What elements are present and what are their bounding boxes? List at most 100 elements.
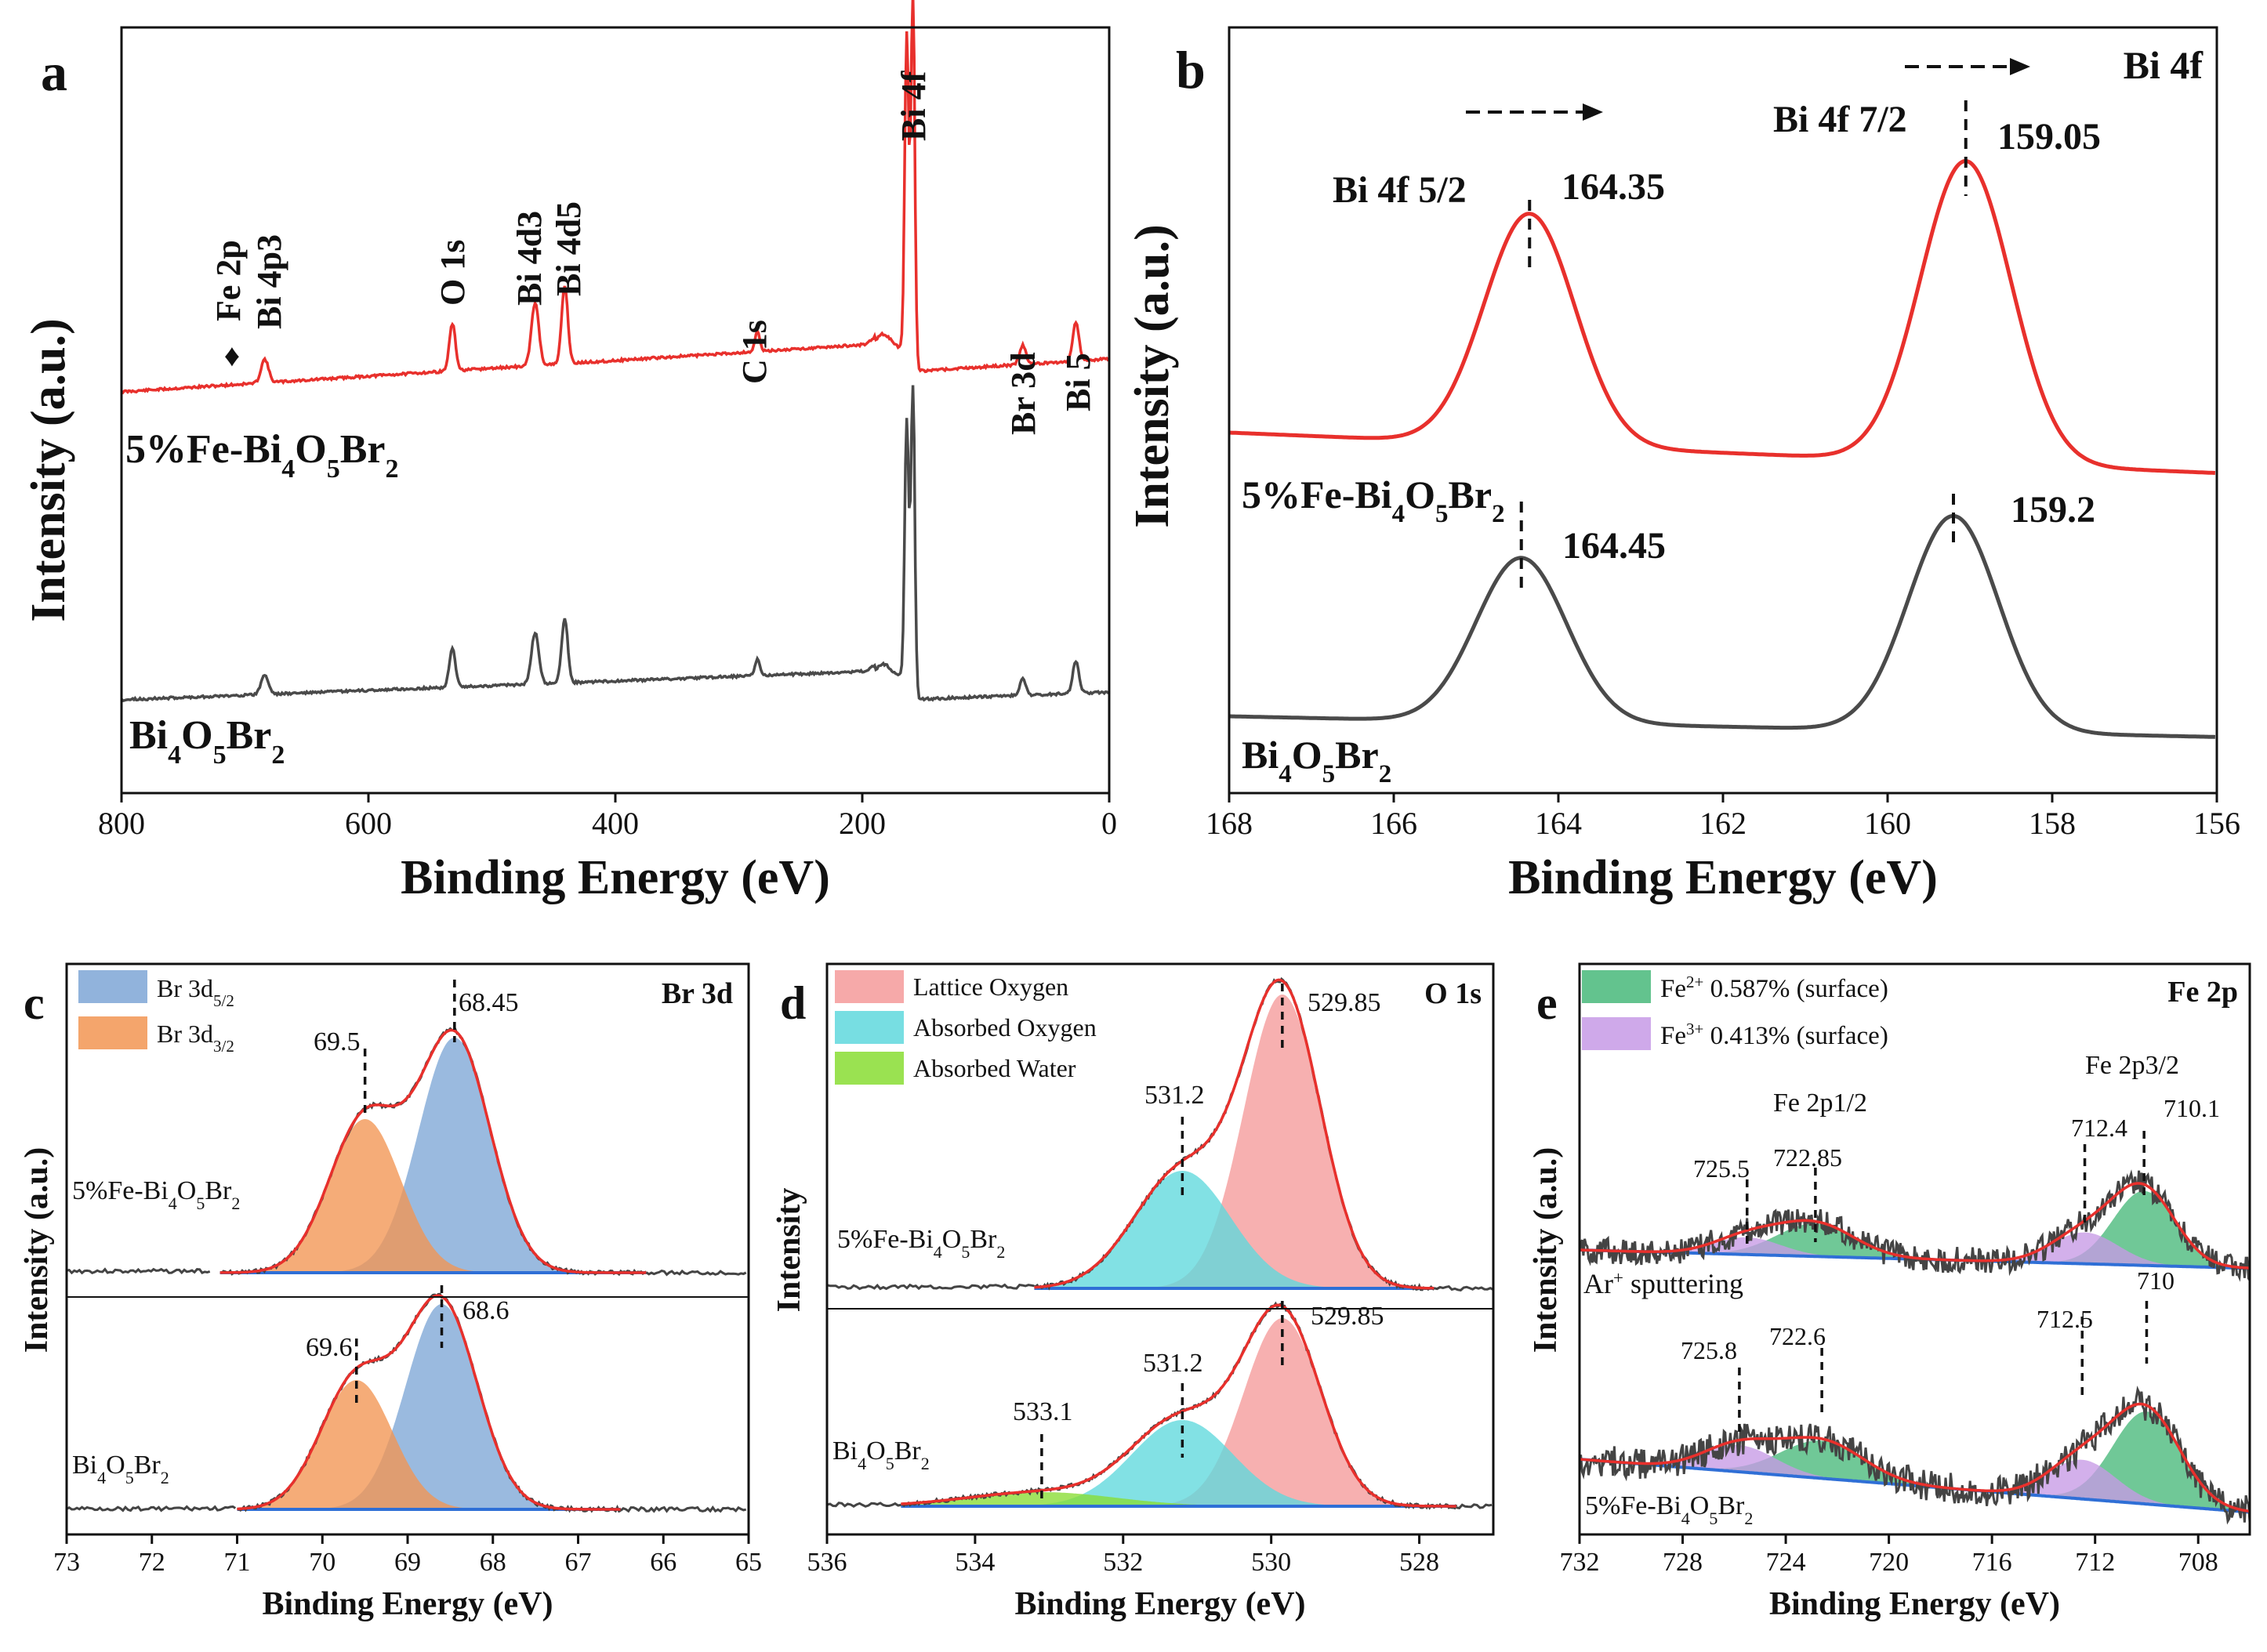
- panel-e-label-sputter: Ar+ sputtering: [1583, 1268, 1743, 1300]
- panel-e-xtick-label: 712: [2075, 1548, 2115, 1577]
- panel-a-peak-label: Bi 4p3: [250, 234, 288, 329]
- panel-c-top-raw-tail: [66, 1267, 211, 1275]
- panel-e-top-component: [1580, 1232, 2250, 1269]
- panel-c-label-pure: Bi4O5Br2: [72, 1451, 169, 1487]
- panel-d-legend-label: Absorbed Water: [913, 1054, 1076, 1082]
- panel-d-xtick-label: 532: [1103, 1548, 1143, 1577]
- panel-e-xtick-label: 720: [1869, 1548, 1909, 1577]
- panel-e-top-component: [1580, 1237, 2250, 1269]
- panel-a-frame: [120, 26, 1111, 795]
- panel-e-ylabel: Intensity (a.u.): [1528, 1147, 1564, 1353]
- panel-a-letter: a: [41, 42, 67, 102]
- panel-e-bot-baseline: [1579, 1458, 2251, 1514]
- panel-b-value: 159.2: [2011, 489, 2095, 531]
- panel-e-label-fe: 5%Fe-Bi4O5Br2: [1585, 1491, 1753, 1528]
- panel-d-value: 531.2: [1144, 1081, 1205, 1110]
- panel-b-value: 159.05: [1997, 116, 2101, 158]
- panel-e-frame: [1578, 962, 2251, 1536]
- panel-c-top-component: [219, 1119, 647, 1273]
- panel-d-bot-envelope: [901, 1303, 1456, 1508]
- panel-c-letter: c: [24, 977, 45, 1029]
- panel-e-xtick-label: 708: [2178, 1548, 2218, 1577]
- panel-c-xtick-label: 70: [309, 1548, 336, 1577]
- panel-b-xtick-label: 156: [2193, 806, 2240, 841]
- panel-c-value: 69.5: [314, 1027, 361, 1056]
- panel-d-legend-label: Absorbed Oxygen: [913, 1013, 1097, 1042]
- panel-a-ylabel: Intensity (a.u.): [22, 318, 75, 622]
- panel-c-legend-swatch: [78, 970, 147, 1003]
- panel-e-bot-component: [1580, 1444, 2250, 1513]
- text-layer: 800 600 400 200 0 Binding Energy (eV) Intensit…: [19, 40, 2240, 1622]
- panel-c-bot-component: [237, 1304, 621, 1509]
- panel-d-frame: [825, 962, 1495, 1536]
- panel-b-value: 164.45: [1562, 525, 1666, 567]
- panel-a-marker: ♦: [224, 338, 240, 373]
- panel-a-peak-label: Fe 2p: [209, 240, 248, 321]
- panel-e-legend-swatch: [1582, 1017, 1651, 1050]
- panel-b-series-fe: [1228, 158, 2216, 475]
- panel-c-xtick-label: 65: [735, 1548, 762, 1577]
- panel-d-xtick-label: 528: [1399, 1548, 1439, 1577]
- panel-e-value: 712.4: [2071, 1114, 2127, 1142]
- panel-e-value: 722.85: [1773, 1143, 1842, 1172]
- panel-c-xtick-label: 71: [224, 1548, 251, 1577]
- panel-e-value: 725.5: [1693, 1154, 1750, 1183]
- panel-b-xtick-label: 162: [1699, 806, 1746, 841]
- panel-d-bot2-raw-tail: [1456, 1503, 1493, 1510]
- panel-d-top-envelope: [1034, 978, 1435, 1290]
- panel-b-xlabel: Binding Energy (eV): [1508, 851, 1938, 904]
- panel-e-peak-name: Fe 2p3/2: [2085, 1051, 2179, 1080]
- panel-a-xtick-label: 200: [839, 806, 886, 841]
- panel-a-label-pure: Bi4O5Br2: [129, 713, 285, 770]
- panel-c-xtick-label: 66: [650, 1548, 676, 1577]
- panel-d-bot-component: [901, 1318, 1456, 1506]
- panel-c-top2-raw-tail: [645, 1269, 747, 1277]
- panel-b-peak-name: Bi 4f 7/2: [1773, 99, 1907, 140]
- panel-b-label-pure: Bi4O5Br2: [1242, 733, 1391, 788]
- panel-d-bot-raw-tail: [826, 1502, 901, 1508]
- panel-c-xtick-label: 68: [480, 1548, 506, 1577]
- panel-e-value: 725.8: [1681, 1336, 1737, 1364]
- panel-c-value: 68.45: [459, 988, 519, 1017]
- panel-b-xtick-label: 166: [1370, 806, 1417, 841]
- panel-d-letter: d: [780, 977, 806, 1029]
- panel-d-top2-raw-tail: [1434, 1284, 1494, 1292]
- panel-c-legend-label: Br 3d3/2: [157, 1020, 234, 1056]
- panel-d-value: 529.85: [1308, 988, 1381, 1017]
- panel-a-peak-label: Br 3d: [1004, 352, 1043, 435]
- panel-e-bot-raw: [1578, 1386, 2251, 1525]
- panel-c-bot-raw-tail: [66, 1505, 237, 1513]
- panel-d-top-component: [1034, 994, 1435, 1288]
- panel-c-xlabel: Binding Energy (eV): [262, 1586, 553, 1622]
- panel-d-title: O 1s: [1424, 977, 1482, 1010]
- panel-b-arrowhead: [1583, 103, 1603, 121]
- panel-c-legend-swatch: [78, 1016, 147, 1049]
- panel-d-value: 531.2: [1143, 1349, 1203, 1378]
- panel-e-legend-swatch: [1582, 970, 1651, 1003]
- panel-b-label-fe: 5%Fe-Bi4O5Br2: [1242, 473, 1505, 528]
- panel-e-top-component: [1580, 1190, 2250, 1269]
- panel-e-letter: e: [1536, 977, 1558, 1029]
- panel-a-xlabel: Binding Energy (eV): [401, 851, 830, 904]
- panel-c-xtick-label: 67: [565, 1548, 592, 1577]
- panel-c-label-fe: 5%Fe-Bi4O5Br2: [72, 1176, 240, 1213]
- panel-c-xtick-label: 72: [139, 1548, 165, 1577]
- panel-a-peak-label: O 1s: [433, 240, 472, 306]
- panel-a-xtick-label: 0: [1101, 806, 1117, 841]
- panel-b-ylabel: Intensity (a.u.): [1126, 224, 1179, 528]
- panel-c-value: 69.6: [306, 1333, 353, 1362]
- panel-e-xtick-label: 728: [1663, 1548, 1703, 1577]
- panel-d-label-pure: Bi4O5Br2: [832, 1436, 930, 1473]
- panel-e-value: 710: [2137, 1266, 2175, 1295]
- panel-d-legend-swatch: [835, 970, 904, 1003]
- panel-d-xtick-label: 536: [807, 1548, 847, 1577]
- panel-e-xlabel: Binding Energy (eV): [1769, 1586, 2060, 1622]
- panel-e-top-envelope: [1580, 1182, 2251, 1270]
- panel-e-bot-envelope: [1579, 1402, 2251, 1513]
- panel-c-title: Br 3d: [662, 977, 733, 1010]
- panel-d-xtick-label: 534: [955, 1548, 995, 1577]
- panel-d-value: 533.1: [1013, 1397, 1073, 1426]
- panel-b-letter: b: [1176, 40, 1206, 100]
- panel-c-xtick-label: 73: [53, 1548, 80, 1577]
